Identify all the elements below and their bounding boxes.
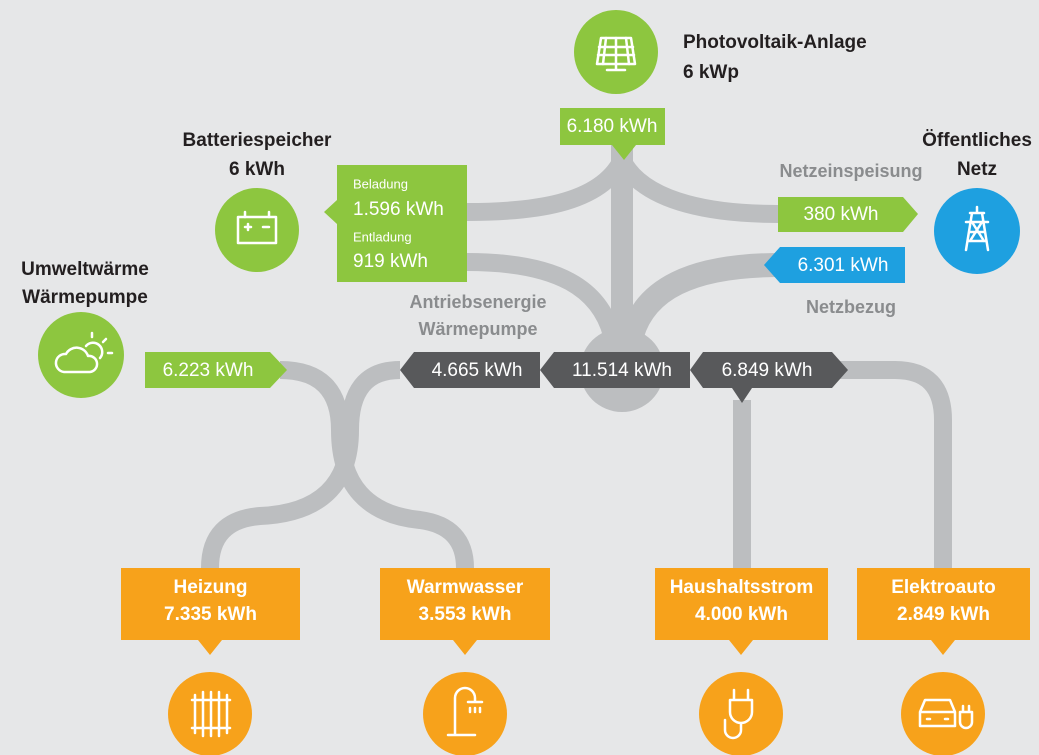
- ambient-circle: [38, 312, 124, 398]
- battery-circle: [215, 188, 299, 272]
- consumer-circle: [699, 672, 783, 755]
- battery-discharge-label: Entladung: [353, 229, 412, 244]
- flow-battery-hub: [466, 253, 621, 338]
- pv-icon: [595, 36, 637, 72]
- consumers: Heizung 7.335 kWh Warmwasser 3.553 kWh Haush…: [121, 568, 1030, 755]
- feed-in-label: Netzeinspeisung: [779, 161, 922, 181]
- ambient-value: 6.223 kWh: [163, 360, 254, 381]
- heat-pump-label: Wärmepumpe: [418, 319, 537, 339]
- ambient-title: Umweltwärme: [21, 259, 149, 280]
- consumer-icon: [723, 688, 754, 740]
- consumer-value: 4.000 kWh: [695, 604, 788, 625]
- consumer-circle: [423, 672, 507, 755]
- battery-icon: [236, 210, 278, 245]
- ambient-box: [145, 352, 287, 388]
- draw-box: [764, 247, 905, 283]
- consumer-box: [380, 568, 550, 655]
- grid-subtitle: Netz: [957, 159, 997, 180]
- heat-pump-value: 4.665 kWh: [432, 360, 523, 381]
- consumer-circle: [901, 672, 985, 755]
- consumer-name: Haushaltsstrom: [670, 577, 814, 598]
- flow-heatpump-heating: [201, 361, 401, 569]
- ambient-icon: [54, 331, 114, 374]
- flow-pv-battery: [466, 155, 631, 221]
- pv-value: 6.180 kWh: [567, 116, 658, 137]
- battery-box: [324, 165, 467, 282]
- total-value: 11.514 kWh: [572, 360, 672, 381]
- battery-charge-label: Beladung: [353, 176, 408, 191]
- flow-ambient-water: [279, 361, 474, 569]
- consumer-box: [655, 568, 828, 655]
- feed-in-value: 380 kWh: [804, 204, 879, 225]
- consumer-box: [121, 568, 300, 655]
- battery-title: Batteriespeicher: [183, 130, 333, 151]
- consumer-icon: [918, 698, 974, 730]
- pv-box: [560, 108, 665, 160]
- feed-in-box: [778, 197, 918, 232]
- consumer-box: [857, 568, 1030, 655]
- consumer-value: 3.553 kWh: [419, 604, 512, 625]
- draw-value: 6.301 kWh: [798, 255, 889, 276]
- consumer-name: Warmwasser: [407, 577, 524, 598]
- battery-charge: 1.596 kWh: [353, 199, 444, 220]
- consumer-icon: [446, 686, 484, 737]
- total-box: [540, 352, 690, 388]
- consumer-name: Elektroauto: [891, 577, 996, 598]
- pv-subtitle: 6 kWp: [683, 62, 739, 83]
- heat-pump-box: [400, 352, 540, 388]
- grid-title: Öffentliches: [922, 130, 1032, 151]
- consumer-value: 2.849 kWh: [897, 604, 990, 625]
- flow-car: [832, 361, 952, 568]
- consumer-name: Heizung: [174, 577, 248, 598]
- consumers-value: 6.849 kWh: [722, 360, 813, 381]
- consumers-box: [690, 352, 848, 403]
- heat-pump-label: Antriebsenergie: [409, 292, 546, 312]
- consumer-icon: [190, 690, 232, 738]
- draw-label: Netzbezug: [806, 297, 896, 317]
- flows: [201, 145, 952, 569]
- pv-title: Photovoltaik-Anlage: [683, 32, 867, 53]
- flow-grid-hub: [620, 253, 781, 339]
- battery-subtitle: 6 kWh: [229, 159, 285, 180]
- ambient-subtitle: Wärmepumpe: [22, 287, 148, 308]
- grid-icon: [964, 205, 990, 252]
- flow-pv-grid: [613, 155, 779, 223]
- consumer-value: 7.335 kWh: [164, 604, 257, 625]
- battery-discharge: 919 kWh: [353, 251, 428, 272]
